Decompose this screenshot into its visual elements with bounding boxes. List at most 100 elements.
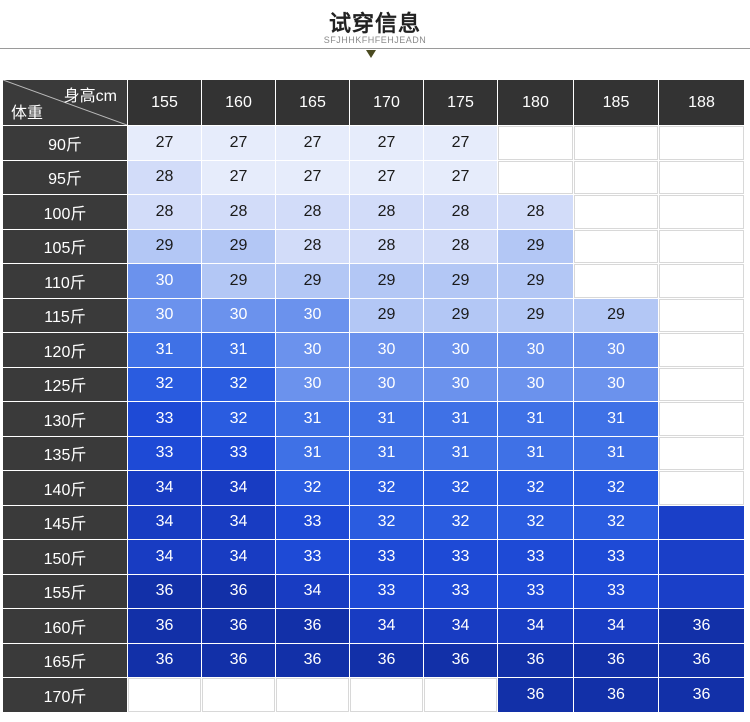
size-cell: 32 bbox=[128, 367, 201, 401]
size-cell: 33 bbox=[574, 574, 658, 608]
size-cell: 34 bbox=[498, 609, 573, 643]
size-cell: 31 bbox=[276, 402, 349, 436]
size-cell: 32 bbox=[350, 505, 423, 539]
empty-size-cell bbox=[424, 678, 497, 712]
down-triangle-icon bbox=[366, 50, 376, 58]
size-cell: 29 bbox=[498, 229, 573, 263]
size-cell: 29 bbox=[128, 229, 201, 263]
height-column-header: 165 bbox=[276, 80, 349, 125]
empty-size-cell bbox=[350, 678, 423, 712]
size-cell: 34 bbox=[202, 540, 275, 574]
height-column-header: 185 bbox=[574, 80, 658, 125]
size-cell: 30 bbox=[350, 333, 423, 367]
weight-row-header: 115斤 bbox=[3, 298, 127, 332]
size-cell: 34 bbox=[128, 540, 201, 574]
size-cell: 32 bbox=[574, 471, 658, 505]
height-column-header: 170 bbox=[350, 80, 423, 125]
size-cell: 36 bbox=[202, 609, 275, 643]
height-column-header: 155 bbox=[128, 80, 201, 125]
size-cell: 27 bbox=[202, 126, 275, 160]
size-cell: 27 bbox=[202, 160, 275, 194]
size-cell: 33 bbox=[128, 436, 201, 470]
size-cell: 31 bbox=[574, 436, 658, 470]
height-column-header: 180 bbox=[498, 80, 573, 125]
size-cell: 36 bbox=[202, 574, 275, 608]
size-cell: 36 bbox=[202, 643, 275, 677]
size-cell: 29 bbox=[350, 264, 423, 298]
size-cell: 28 bbox=[350, 229, 423, 263]
size-cell: 29 bbox=[498, 298, 573, 332]
weight-row-header: 100斤 bbox=[3, 195, 127, 229]
size-cell: 29 bbox=[202, 229, 275, 263]
empty-size-cell bbox=[574, 195, 658, 229]
header-divider bbox=[0, 48, 750, 49]
weight-row-header: 110斤 bbox=[3, 264, 127, 298]
size-cell: 36 bbox=[574, 678, 658, 712]
size-cell: 36 bbox=[498, 678, 573, 712]
size-cell: 28 bbox=[128, 160, 201, 194]
size-cell: 31 bbox=[350, 436, 423, 470]
empty-size-cell bbox=[659, 126, 744, 160]
size-cell: 27 bbox=[350, 160, 423, 194]
size-cell: 27 bbox=[424, 160, 497, 194]
size-cell: 28 bbox=[350, 195, 423, 229]
size-cell: 32 bbox=[498, 505, 573, 539]
size-cell: 34 bbox=[128, 471, 201, 505]
empty-size-cell bbox=[659, 471, 744, 505]
size-cell: 34 bbox=[128, 505, 201, 539]
weight-row-header: 150斤 bbox=[3, 540, 127, 574]
size-cell: 27 bbox=[424, 126, 497, 160]
empty-size-cell bbox=[659, 367, 744, 401]
size-cell: 32 bbox=[424, 471, 497, 505]
size-cell: 34 bbox=[574, 609, 658, 643]
size-cell: 32 bbox=[498, 471, 573, 505]
empty-size-cell bbox=[498, 126, 573, 160]
size-cell: 28 bbox=[424, 195, 497, 229]
size-cell: 36 bbox=[498, 643, 573, 677]
size-cell: 27 bbox=[276, 160, 349, 194]
height-column-header: 175 bbox=[424, 80, 497, 125]
size-cell: 28 bbox=[276, 195, 349, 229]
size-cell: 31 bbox=[350, 402, 423, 436]
size-cell: 32 bbox=[202, 402, 275, 436]
size-cell: 29 bbox=[424, 298, 497, 332]
weight-row-header: 125斤 bbox=[3, 367, 127, 401]
empty-size-cell bbox=[659, 195, 744, 229]
size-chart-table: 身高cm 体重 155 160 165 170 175 180 185 188 90斤 27 27 2… bbox=[3, 80, 744, 712]
size-cell: 32 bbox=[276, 471, 349, 505]
page-title: 试穿信息 bbox=[328, 12, 421, 37]
size-cell: 30 bbox=[574, 367, 658, 401]
size-cell: 36 bbox=[424, 643, 497, 677]
size-cell: 30 bbox=[424, 367, 497, 401]
empty-size-cell bbox=[659, 333, 744, 367]
empty-size-cell bbox=[574, 229, 658, 263]
size-cell: 30 bbox=[128, 264, 201, 298]
size-cell: 32 bbox=[424, 505, 497, 539]
size-cell: 30 bbox=[276, 367, 349, 401]
weight-row-header: 95斤 bbox=[3, 160, 127, 194]
size-cell: 36 bbox=[659, 678, 744, 712]
height-column-header: 188 bbox=[659, 80, 744, 125]
empty-size-cell bbox=[659, 160, 744, 194]
size-cell: 27 bbox=[128, 126, 201, 160]
size-cell: 36 bbox=[128, 643, 201, 677]
filled-size-cell bbox=[659, 505, 744, 539]
weight-row-header: 130斤 bbox=[3, 402, 127, 436]
weight-axis-label: 体重 bbox=[11, 105, 44, 122]
weight-row-header: 145斤 bbox=[3, 505, 127, 539]
size-cell: 36 bbox=[276, 643, 349, 677]
page-subtitle: SFJHHKFHFEHJEADN bbox=[323, 35, 427, 45]
size-cell: 34 bbox=[276, 574, 349, 608]
height-column-header: 160 bbox=[202, 80, 275, 125]
weight-row-header: 165斤 bbox=[3, 643, 127, 677]
size-cell: 36 bbox=[659, 643, 744, 677]
size-cell: 31 bbox=[276, 436, 349, 470]
size-cell: 30 bbox=[128, 298, 201, 332]
size-cell: 30 bbox=[574, 333, 658, 367]
empty-size-cell bbox=[659, 229, 744, 263]
size-cell: 29 bbox=[276, 264, 349, 298]
empty-size-cell bbox=[659, 436, 744, 470]
size-cell: 33 bbox=[350, 540, 423, 574]
size-cell: 31 bbox=[498, 402, 573, 436]
size-cell: 30 bbox=[202, 298, 275, 332]
